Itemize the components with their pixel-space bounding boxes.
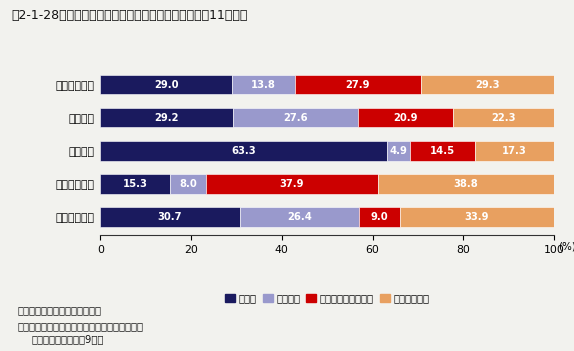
- Bar: [170, 174, 206, 193]
- Text: 29.0: 29.0: [154, 80, 179, 90]
- Bar: [100, 141, 387, 160]
- Bar: [100, 108, 233, 127]
- Text: 29.3: 29.3: [475, 80, 500, 90]
- Text: 38.8: 38.8: [453, 179, 478, 189]
- Bar: [410, 141, 475, 160]
- Bar: [421, 75, 554, 94]
- Bar: [294, 75, 421, 94]
- Bar: [233, 108, 358, 127]
- Text: 8.0: 8.0: [179, 179, 197, 189]
- Text: 30.7: 30.7: [158, 212, 183, 222]
- Text: 33.9: 33.9: [465, 212, 489, 222]
- Text: 27.9: 27.9: [346, 80, 370, 90]
- Text: 26.4: 26.4: [287, 212, 312, 222]
- Legend: 人件費, 原材料費, 有形固定資産購入費, その他の経費: 人件費, 原材料費, 有形固定資産購入費, その他の経費: [221, 290, 433, 308]
- Bar: [358, 108, 453, 127]
- Text: 22.3: 22.3: [491, 113, 515, 123]
- Text: (%): (%): [559, 242, 574, 252]
- Bar: [378, 174, 554, 193]
- Text: 17.3: 17.3: [502, 146, 527, 156]
- Text: 第2-1-28図　研究機関の研究費の費目別構成比（平成11年度）: 第2-1-28図 研究機関の研究費の費目別構成比（平成11年度）: [11, 9, 248, 22]
- Bar: [240, 207, 359, 227]
- Text: （参照：付属資料（9））: （参照：付属資料（9））: [32, 334, 104, 344]
- Text: 資料：総務省統計局「科学技術研究調査報告」: 資料：総務省統計局「科学技術研究調査報告」: [17, 321, 144, 331]
- Text: 37.9: 37.9: [280, 179, 304, 189]
- Text: 29.2: 29.2: [154, 113, 179, 123]
- Text: 注）自然科学のみの値である。: 注）自然科学のみの値である。: [17, 305, 101, 315]
- Bar: [232, 75, 294, 94]
- Text: 15.3: 15.3: [123, 179, 148, 189]
- Text: 9.0: 9.0: [371, 212, 389, 222]
- Bar: [206, 174, 378, 193]
- Text: 14.5: 14.5: [430, 146, 455, 156]
- Bar: [453, 108, 554, 127]
- Bar: [359, 207, 400, 227]
- Text: 13.8: 13.8: [251, 80, 276, 90]
- Bar: [400, 207, 554, 227]
- Bar: [387, 141, 410, 160]
- Text: 20.9: 20.9: [393, 113, 418, 123]
- Text: 63.3: 63.3: [232, 146, 256, 156]
- Text: 27.6: 27.6: [283, 113, 308, 123]
- Bar: [100, 75, 232, 94]
- Text: 4.9: 4.9: [390, 146, 408, 156]
- Bar: [100, 174, 170, 193]
- Bar: [100, 207, 240, 227]
- Bar: [475, 141, 554, 160]
